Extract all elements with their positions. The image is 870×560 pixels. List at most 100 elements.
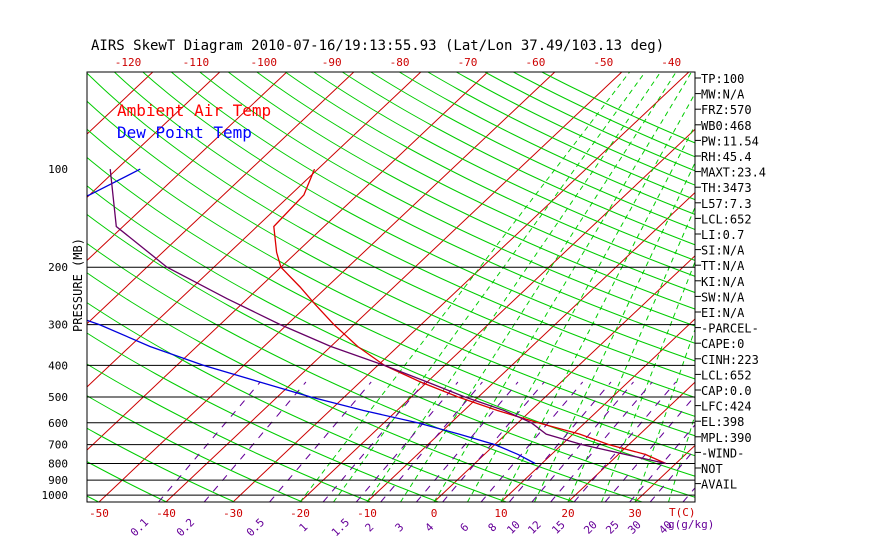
moist-adiabat-line [400, 72, 677, 502]
index-label: TH:3473 [701, 181, 752, 195]
moist-adiabat-line [299, 72, 631, 502]
index-label: LCL:652 [701, 212, 752, 226]
index-label: CINH:223 [701, 353, 759, 367]
mixing-ratio-line [531, 381, 634, 502]
pressure-label: 500 [48, 391, 68, 404]
mixing-ratio-label: 15 [549, 518, 568, 537]
top-tick-label: -60 [525, 56, 545, 69]
isotherm-line [0, 72, 19, 502]
dry-adiabat-line [255, 72, 695, 294]
index-label: CAPE:0 [701, 337, 744, 351]
index-label: -PARCEL- [701, 322, 759, 336]
legend-ambient-air-temp: Ambient Air Temp [117, 101, 271, 120]
mixing-ratio-line [355, 381, 459, 502]
bottom-tick-label: -20 [290, 507, 310, 520]
pressure-label: 600 [48, 417, 68, 430]
mixing-ratio-label: 0.1 [128, 516, 151, 539]
index-label: MAXT:23.4 [701, 166, 766, 180]
index-label: CAP:0.0 [701, 384, 752, 398]
moist-adiabat-line [534, 161, 695, 502]
pressure-label: 900 [48, 474, 68, 487]
index-label: MPL:390 [701, 431, 752, 445]
mixing-ratio-label: 3 [393, 521, 407, 535]
dry-adiabat-line [87, 427, 235, 502]
mixing-ratio-label: 6 [458, 521, 472, 535]
bottom-tick-label: -30 [223, 507, 243, 520]
temperature-profile-line [273, 168, 667, 465]
dry-adiabat-line [199, 72, 695, 327]
dry-adiabat-line [87, 363, 371, 502]
index-label: FRZ:570 [701, 103, 752, 117]
dry-adiabat-line [227, 72, 695, 310]
mixing-ratio-line [480, 381, 584, 502]
y-axis-label: PRESSURE (MB) [71, 238, 85, 332]
isotherm-line [87, 72, 355, 325]
moist-adiabat-line [366, 72, 662, 502]
isotherm-line [567, 381, 695, 502]
bottom-tick-label: 10 [494, 507, 507, 520]
mixing-ratio-tick-labels: 0.1 0.2 0.5 1 1.5 2 3 4 6 8 10 12 15 20 25 30 40 [128, 516, 675, 539]
moist-adiabat-line [467, 92, 695, 502]
dry-adiabat-line [87, 156, 695, 457]
index-label: TP:100 [701, 72, 744, 86]
mixing-ratio-label: 1.5 [329, 516, 352, 539]
dry-adiabat-line [512, 72, 695, 158]
bottom-tick-label: 30 [628, 507, 641, 520]
dry-adiabat-line [0, 70, 31, 502]
index-label: EI:N/A [701, 306, 745, 320]
x-axis-label: T(C) [669, 506, 696, 519]
dry-adiabat-line [341, 72, 695, 246]
mixing-ratio-line [203, 381, 307, 502]
mixing-ratio-label: 12 [525, 518, 544, 537]
mixing-ratio-line [550, 381, 653, 502]
pressure-label: 300 [48, 319, 68, 332]
moist-adiabat-line [500, 124, 695, 502]
index-label: MW:N/A [701, 88, 745, 102]
isotherm-line [433, 255, 695, 502]
pressure-lines [87, 266, 695, 496]
mixing-ratio-label: 4 [423, 520, 437, 534]
dry-adiabat-line [398, 72, 695, 215]
dry-adiabat-line [87, 213, 695, 498]
top-tick-label: -50 [593, 56, 613, 69]
mixing-ratio-line [158, 381, 261, 502]
index-label: SW:N/A [701, 290, 745, 304]
top-tick-label: -110 [183, 56, 210, 69]
legend-dew-point-temp: Dew Point Temp [117, 123, 252, 142]
mixing-ratio-label: 1 [297, 521, 311, 535]
pressure-label: 200 [48, 261, 68, 274]
isotherm-line [769, 72, 870, 502]
mixing-ratio-line [573, 381, 677, 502]
mixing-ratio-axis-label: g(g/kg) [668, 518, 714, 531]
pressure-label: 100 [48, 163, 68, 176]
mixing-ratio-line [380, 381, 483, 502]
moist-adiabat-line [433, 72, 693, 502]
index-label: NOT [701, 462, 723, 476]
mixing-ratio-label: 0.2 [174, 516, 197, 539]
bottom-tick-label: 20 [561, 507, 574, 520]
index-label: PW:11.54 [701, 134, 759, 148]
bottom-tick-label: -40 [156, 507, 176, 520]
index-label: LI:0.7 [701, 228, 744, 242]
dry-adiabat-line [426, 72, 695, 201]
top-tick-label: -80 [390, 56, 410, 69]
index-label: KI:N/A [701, 275, 745, 289]
mixing-ratio-label: 10 [504, 518, 523, 537]
mixing-ratio-label: 2 [363, 521, 377, 535]
mixing-ratio-line [322, 381, 426, 502]
mixing-ratio-label: 20 [581, 518, 600, 537]
index-label: RH:45.4 [701, 150, 752, 164]
dry-adiabat-line [87, 272, 575, 502]
mixing-ratio-label: 30 [625, 518, 644, 537]
mixing-ratio-line [508, 381, 612, 502]
dry-adiabat-line [170, 72, 695, 344]
dry-adiabat-line [87, 100, 695, 417]
dry-adiabat-line [312, 72, 695, 261]
dewpoint-profile-line [87, 168, 536, 465]
chart-title: AIRS SkewT Diagram 2010-07-16/19:13:55.9… [91, 38, 664, 54]
top-axis-tick-labels: -120 -110 -100 -90 -80 -70 -60 -50 -40 [115, 56, 681, 69]
index-label: LFC:424 [701, 400, 752, 414]
index-label: SI:N/A [701, 244, 745, 258]
isotherm-line [87, 72, 422, 388]
